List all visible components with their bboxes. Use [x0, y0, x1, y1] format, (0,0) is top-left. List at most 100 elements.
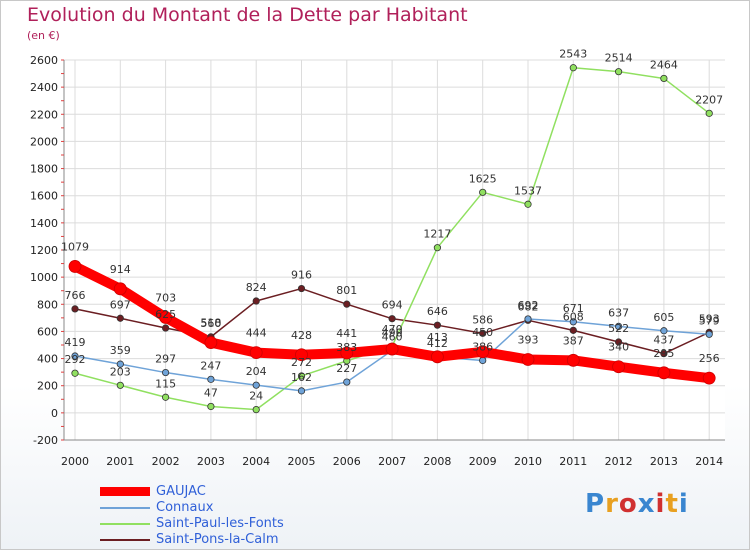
- data-label-gaujac: 1079: [61, 240, 89, 253]
- legend-swatch: [100, 523, 150, 525]
- data-point-saint-paul-les-fonts: [614, 68, 623, 76]
- data-label-connaux: 162: [291, 371, 312, 384]
- x-tick-label: 2014: [695, 455, 723, 468]
- data-label-saint-pons-la-calm: 824: [246, 281, 267, 294]
- data-label-connaux: 460: [382, 330, 403, 343]
- legend-label: Saint-Pons-la-Calm: [156, 532, 279, 547]
- data-point-saint-pons-la-calm: [569, 326, 577, 334]
- data-label-saint-pons-la-calm: 608: [563, 310, 584, 323]
- data-label-saint-paul-les-fonts: 2514: [605, 52, 633, 65]
- data-point-connaux: [162, 368, 170, 377]
- y-tick-label: 800: [37, 298, 58, 311]
- data-label-gaujac: 914: [110, 263, 131, 276]
- x-tick-label: 2011: [559, 455, 587, 468]
- data-point-connaux: [71, 352, 79, 360]
- data-point-saint-paul-les-fonts: [116, 381, 124, 389]
- data-label-saint-pons-la-calm: 916: [291, 269, 312, 282]
- data-label-saint-pons-la-calm: 801: [336, 284, 357, 297]
- logo-letter: t: [665, 489, 679, 519]
- data-label-saint-paul-les-fonts: 383: [336, 341, 357, 354]
- x-tick-label: 2004: [242, 455, 270, 468]
- y-tick-label: -200: [33, 434, 58, 447]
- x-tick-label: 2000: [61, 455, 89, 468]
- data-label-gaujac: 340: [608, 341, 629, 354]
- data-label-saint-paul-les-fonts: 272: [291, 356, 312, 369]
- data-point-gaujac: [430, 350, 444, 364]
- data-label-gaujac: 470: [382, 323, 403, 336]
- data-label-saint-paul-les-fonts: 24: [249, 390, 263, 403]
- data-label-saint-paul-les-fonts: 2543: [559, 48, 587, 61]
- data-point-gaujac: [612, 360, 625, 374]
- y-tick-label: 1600: [30, 190, 58, 203]
- logo-letter: r: [605, 489, 619, 519]
- y-tick-label: 1400: [30, 217, 58, 230]
- x-tick-label: 2007: [378, 455, 406, 468]
- data-label-connaux: 605: [653, 311, 674, 324]
- data-point-saint-pons-la-calm: [660, 349, 668, 358]
- data-point-gaujac: [566, 353, 580, 367]
- data-label-saint-pons-la-calm: 766: [65, 289, 86, 302]
- data-point-connaux: [207, 375, 215, 383]
- data-label-gaujac: 295: [653, 347, 674, 360]
- x-tick-label: 2006: [333, 455, 361, 468]
- x-tick-label: 2008: [423, 455, 451, 468]
- data-label-saint-paul-les-fonts: 115: [155, 377, 176, 390]
- legend-label: Saint-Paul-les-Fonts: [156, 516, 284, 531]
- x-tick-label: 2002: [152, 455, 180, 468]
- data-label-gaujac: 256: [699, 352, 720, 365]
- chart-title: Evolution du Montant de la Dette par Hab…: [27, 4, 468, 26]
- proxiti-logo: Proxiti: [585, 489, 689, 519]
- data-label-connaux: 692: [518, 299, 539, 312]
- y-tick-label: 2000: [30, 135, 58, 148]
- data-label-connaux: 204: [246, 365, 267, 378]
- y-tick-label: 200: [37, 380, 58, 393]
- data-point-gaujac: [476, 345, 490, 359]
- data-label-connaux: 359: [110, 344, 131, 357]
- data-point-gaujac: [521, 353, 535, 366]
- data-label-saint-pons-la-calm: 522: [608, 322, 629, 335]
- data-label-saint-pons-la-calm: 646: [427, 305, 448, 318]
- data-point-gaujac: [702, 371, 716, 385]
- y-tick-label: 2400: [30, 81, 58, 94]
- data-label-saint-pons-la-calm: 682: [518, 300, 539, 313]
- data-point-connaux: [705, 330, 713, 338]
- data-point-saint-paul-les-fonts: [660, 74, 668, 83]
- data-point-connaux: [569, 318, 577, 326]
- data-point-gaujac: [113, 282, 127, 296]
- data-label-gaujac: 518: [200, 317, 221, 330]
- data-point-gaujac: [204, 336, 218, 349]
- x-tick-label: 2012: [605, 455, 633, 468]
- data-point-gaujac: [385, 342, 399, 356]
- data-label-saint-pons-la-calm: 437: [653, 334, 674, 347]
- data-label-saint-pons-la-calm: 560: [200, 317, 221, 330]
- data-label-saint-paul-les-fonts: 1217: [423, 228, 451, 241]
- data-label-gaujac: 428: [291, 329, 312, 342]
- y-tick-label: 1000: [30, 271, 58, 284]
- data-label-saint-paul-les-fonts: 47: [204, 386, 218, 399]
- data-point-saint-pons-la-calm: [614, 338, 623, 346]
- data-label-saint-paul-les-fonts: 1625: [469, 172, 497, 185]
- data-label-gaujac: 393: [518, 334, 539, 347]
- x-tick-label: 2013: [650, 455, 678, 468]
- data-point-saint-paul-les-fonts: [207, 402, 215, 411]
- data-label-saint-pons-la-calm: 586: [472, 313, 493, 326]
- data-label-saint-paul-les-fonts: 1537: [514, 184, 542, 197]
- y-tick-label: 2200: [30, 108, 58, 121]
- data-label-connaux: 247: [200, 359, 221, 372]
- data-label-saint-paul-les-fonts: 2464: [650, 58, 678, 71]
- data-point-saint-paul-les-fonts: [433, 244, 441, 252]
- data-point-gaujac: [295, 348, 308, 362]
- data-point-saint-pons-la-calm: [388, 315, 396, 323]
- data-point-connaux: [116, 360, 124, 368]
- y-tick-label: 600: [37, 325, 58, 338]
- logo-letter: i: [678, 489, 689, 519]
- legend-swatch: [100, 539, 150, 541]
- data-point-connaux: [660, 327, 668, 335]
- data-point-saint-pons-la-calm: [433, 321, 441, 329]
- legend-swatch: [100, 507, 150, 509]
- data-label-gaujac: 450: [472, 326, 493, 339]
- data-label-connaux: 637: [608, 306, 629, 319]
- data-label-connaux: 412: [427, 337, 448, 350]
- data-point-saint-pons-la-calm: [343, 300, 351, 308]
